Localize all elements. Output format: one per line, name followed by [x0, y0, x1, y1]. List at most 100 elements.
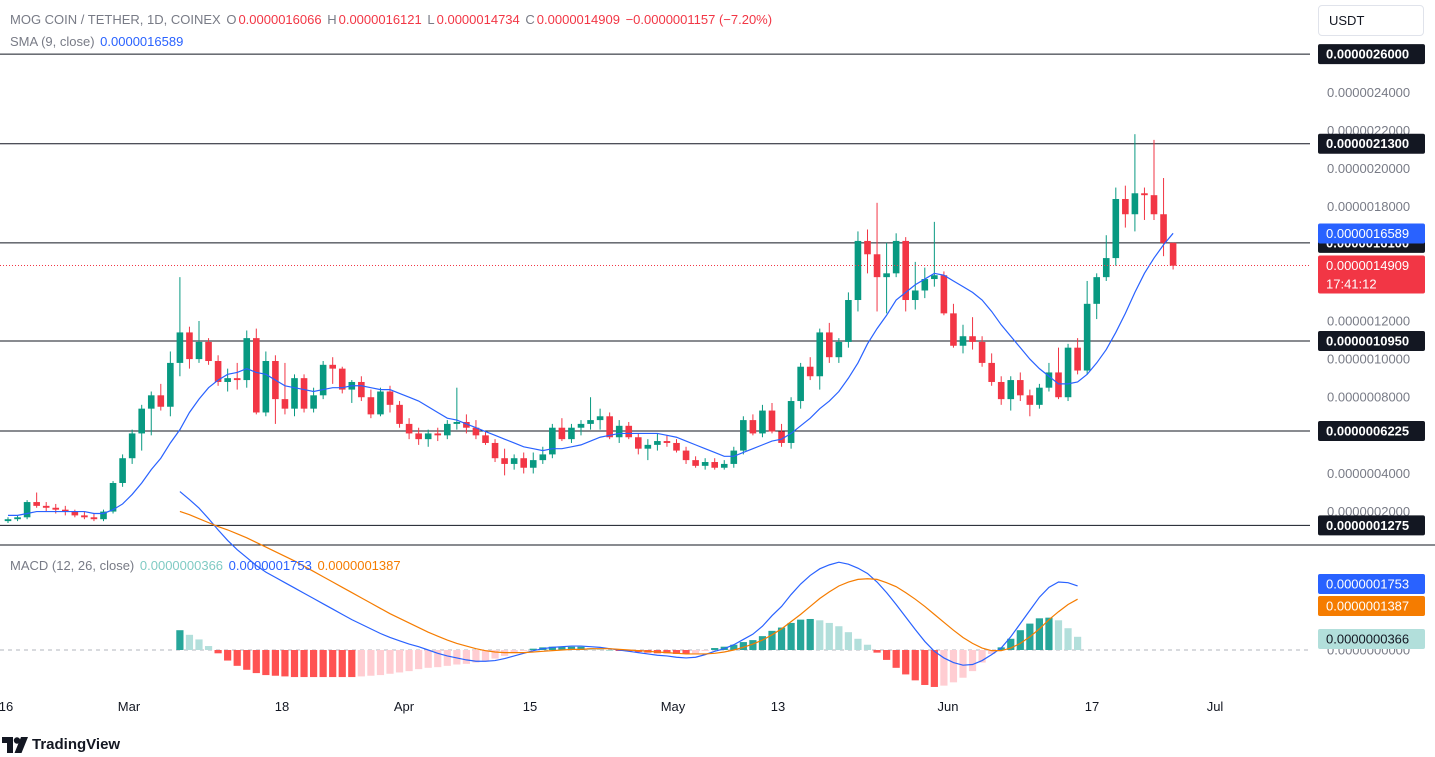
macd-histogram-bar [224, 650, 232, 661]
candle-down [405, 423, 413, 434]
tradingview-logo-text: TradingView [32, 736, 121, 753]
macd-histogram-bar [300, 650, 308, 678]
candle-down [950, 313, 957, 346]
candle-up [701, 462, 709, 466]
candle-down [90, 517, 98, 520]
macd-histogram-bar [338, 650, 346, 678]
level-label: 0.0000010950 [1326, 333, 1409, 348]
level-label-box [1318, 421, 1425, 442]
y-axis-tick-label: 0.0000010000 [1327, 352, 1410, 367]
candle-up [243, 338, 251, 381]
macd-histogram-bar [329, 650, 337, 678]
candle-up [911, 290, 919, 301]
candle-down [62, 509, 69, 512]
sma-legend[interactable]: SMA (9, close) 0.0000016589 [10, 34, 185, 49]
x-axis-tick-label: Mar [118, 699, 141, 714]
candle-down [482, 435, 489, 443]
candle-down [558, 427, 566, 440]
macd-legend[interactable]: MACD (12, 26, close) 0.0000000366 0.0000… [10, 558, 403, 573]
candle-up [577, 423, 585, 428]
candle-down [33, 502, 40, 506]
candle-up [921, 279, 929, 291]
candle-up [1064, 347, 1072, 398]
macd-histogram-bar [357, 650, 365, 677]
level-label: 0.0000001275 [1326, 518, 1409, 533]
level-label: 0.0000006225 [1326, 424, 1409, 439]
candle-down [768, 410, 776, 432]
macd-histogram-bar [567, 646, 576, 650]
macd-histogram-bar [978, 650, 986, 663]
symbol-title[interactable]: MOG COIN / TETHER, 1D, COINEX [10, 12, 221, 27]
macd-histogram-bar [185, 634, 194, 650]
candle-up [787, 401, 795, 443]
macd-histogram-bar [415, 650, 423, 670]
candle-up [510, 458, 518, 464]
y-axis-tick-label: 0.0000008000 [1327, 390, 1410, 405]
tradingview-logo[interactable]: TradingView [2, 736, 120, 753]
macd-histogram-bar [281, 650, 289, 677]
candle-down [826, 332, 833, 358]
x-axis-tick-label: 16 [0, 699, 13, 714]
macd-histogram-bar [204, 646, 213, 650]
candle-up [835, 341, 843, 358]
candle-down [81, 515, 88, 518]
macd-histogram-bar [243, 650, 251, 670]
macd-histogram-bar [672, 650, 681, 654]
candle-up [740, 420, 747, 451]
candle-up [1036, 387, 1043, 405]
candle-up [167, 362, 174, 407]
sma-label: SMA (9, close) [10, 34, 95, 49]
candle-up [845, 300, 852, 342]
candle-down [1141, 193, 1148, 196]
macd-histogram-bar [548, 646, 556, 650]
change-value: −0.0000001157 (−7.20%) [625, 12, 773, 27]
y-axis-tick-label: 0.0000012000 [1327, 313, 1410, 328]
level-label: 0.0000021300 [1326, 136, 1409, 151]
macd-histogram-label-box [1318, 629, 1425, 649]
macd-histogram-bar [386, 650, 394, 674]
y-axis-tick-label: 0.0000024000 [1327, 85, 1410, 100]
macd-histogram-bar [739, 642, 747, 650]
macd-histogram-bar [462, 650, 470, 664]
macd-histogram-bar [262, 650, 270, 676]
candle-up [1007, 380, 1015, 400]
candle-down [463, 421, 470, 428]
candle-up [424, 433, 432, 440]
candle-down [71, 511, 79, 516]
candle-up [128, 433, 136, 459]
macd-histogram-value: 0.0000000366 [139, 558, 224, 573]
macd-histogram-bar [472, 650, 480, 663]
candle-down [1160, 214, 1167, 243]
macd-histogram-bar [1007, 638, 1015, 650]
macd-histogram-bar [758, 636, 767, 650]
candle-up [539, 454, 547, 461]
candle-up [759, 410, 766, 434]
currency-button[interactable]: USDT [1318, 5, 1424, 36]
last-price-label-box [1318, 255, 1425, 294]
y-axis-tick-label: 0.0000004000 [1327, 466, 1410, 481]
candle-up [262, 361, 270, 413]
candle-down [253, 338, 260, 413]
macd-histogram-bar [921, 650, 929, 685]
candle-down [1055, 372, 1062, 398]
macd-signal-label-box [1318, 596, 1425, 616]
macd-label: MACD (12, 26, close) [10, 558, 135, 573]
candle-up [931, 275, 938, 280]
candle-down [969, 336, 976, 342]
candle-up [147, 395, 155, 409]
macd-histogram-bar [481, 650, 490, 661]
candle-up [14, 517, 21, 520]
open-value: 0.0000016066 [238, 12, 322, 27]
macd-histogram-bar [663, 650, 671, 654]
macd-histogram-bar [968, 650, 977, 672]
macd-histogram-bar [1016, 630, 1024, 650]
macd-line-label: 0.0000001753 [1326, 577, 1409, 592]
macd-histogram-bar [453, 650, 461, 665]
sma-price-label: 0.0000016589 [1326, 226, 1409, 241]
y-axis-tick-label: 0.0000018000 [1327, 199, 1410, 214]
candle-up [854, 240, 862, 301]
macd-histogram-bar [252, 650, 260, 674]
high-value: 0.0000016121 [338, 12, 422, 27]
candle-up [596, 416, 604, 421]
